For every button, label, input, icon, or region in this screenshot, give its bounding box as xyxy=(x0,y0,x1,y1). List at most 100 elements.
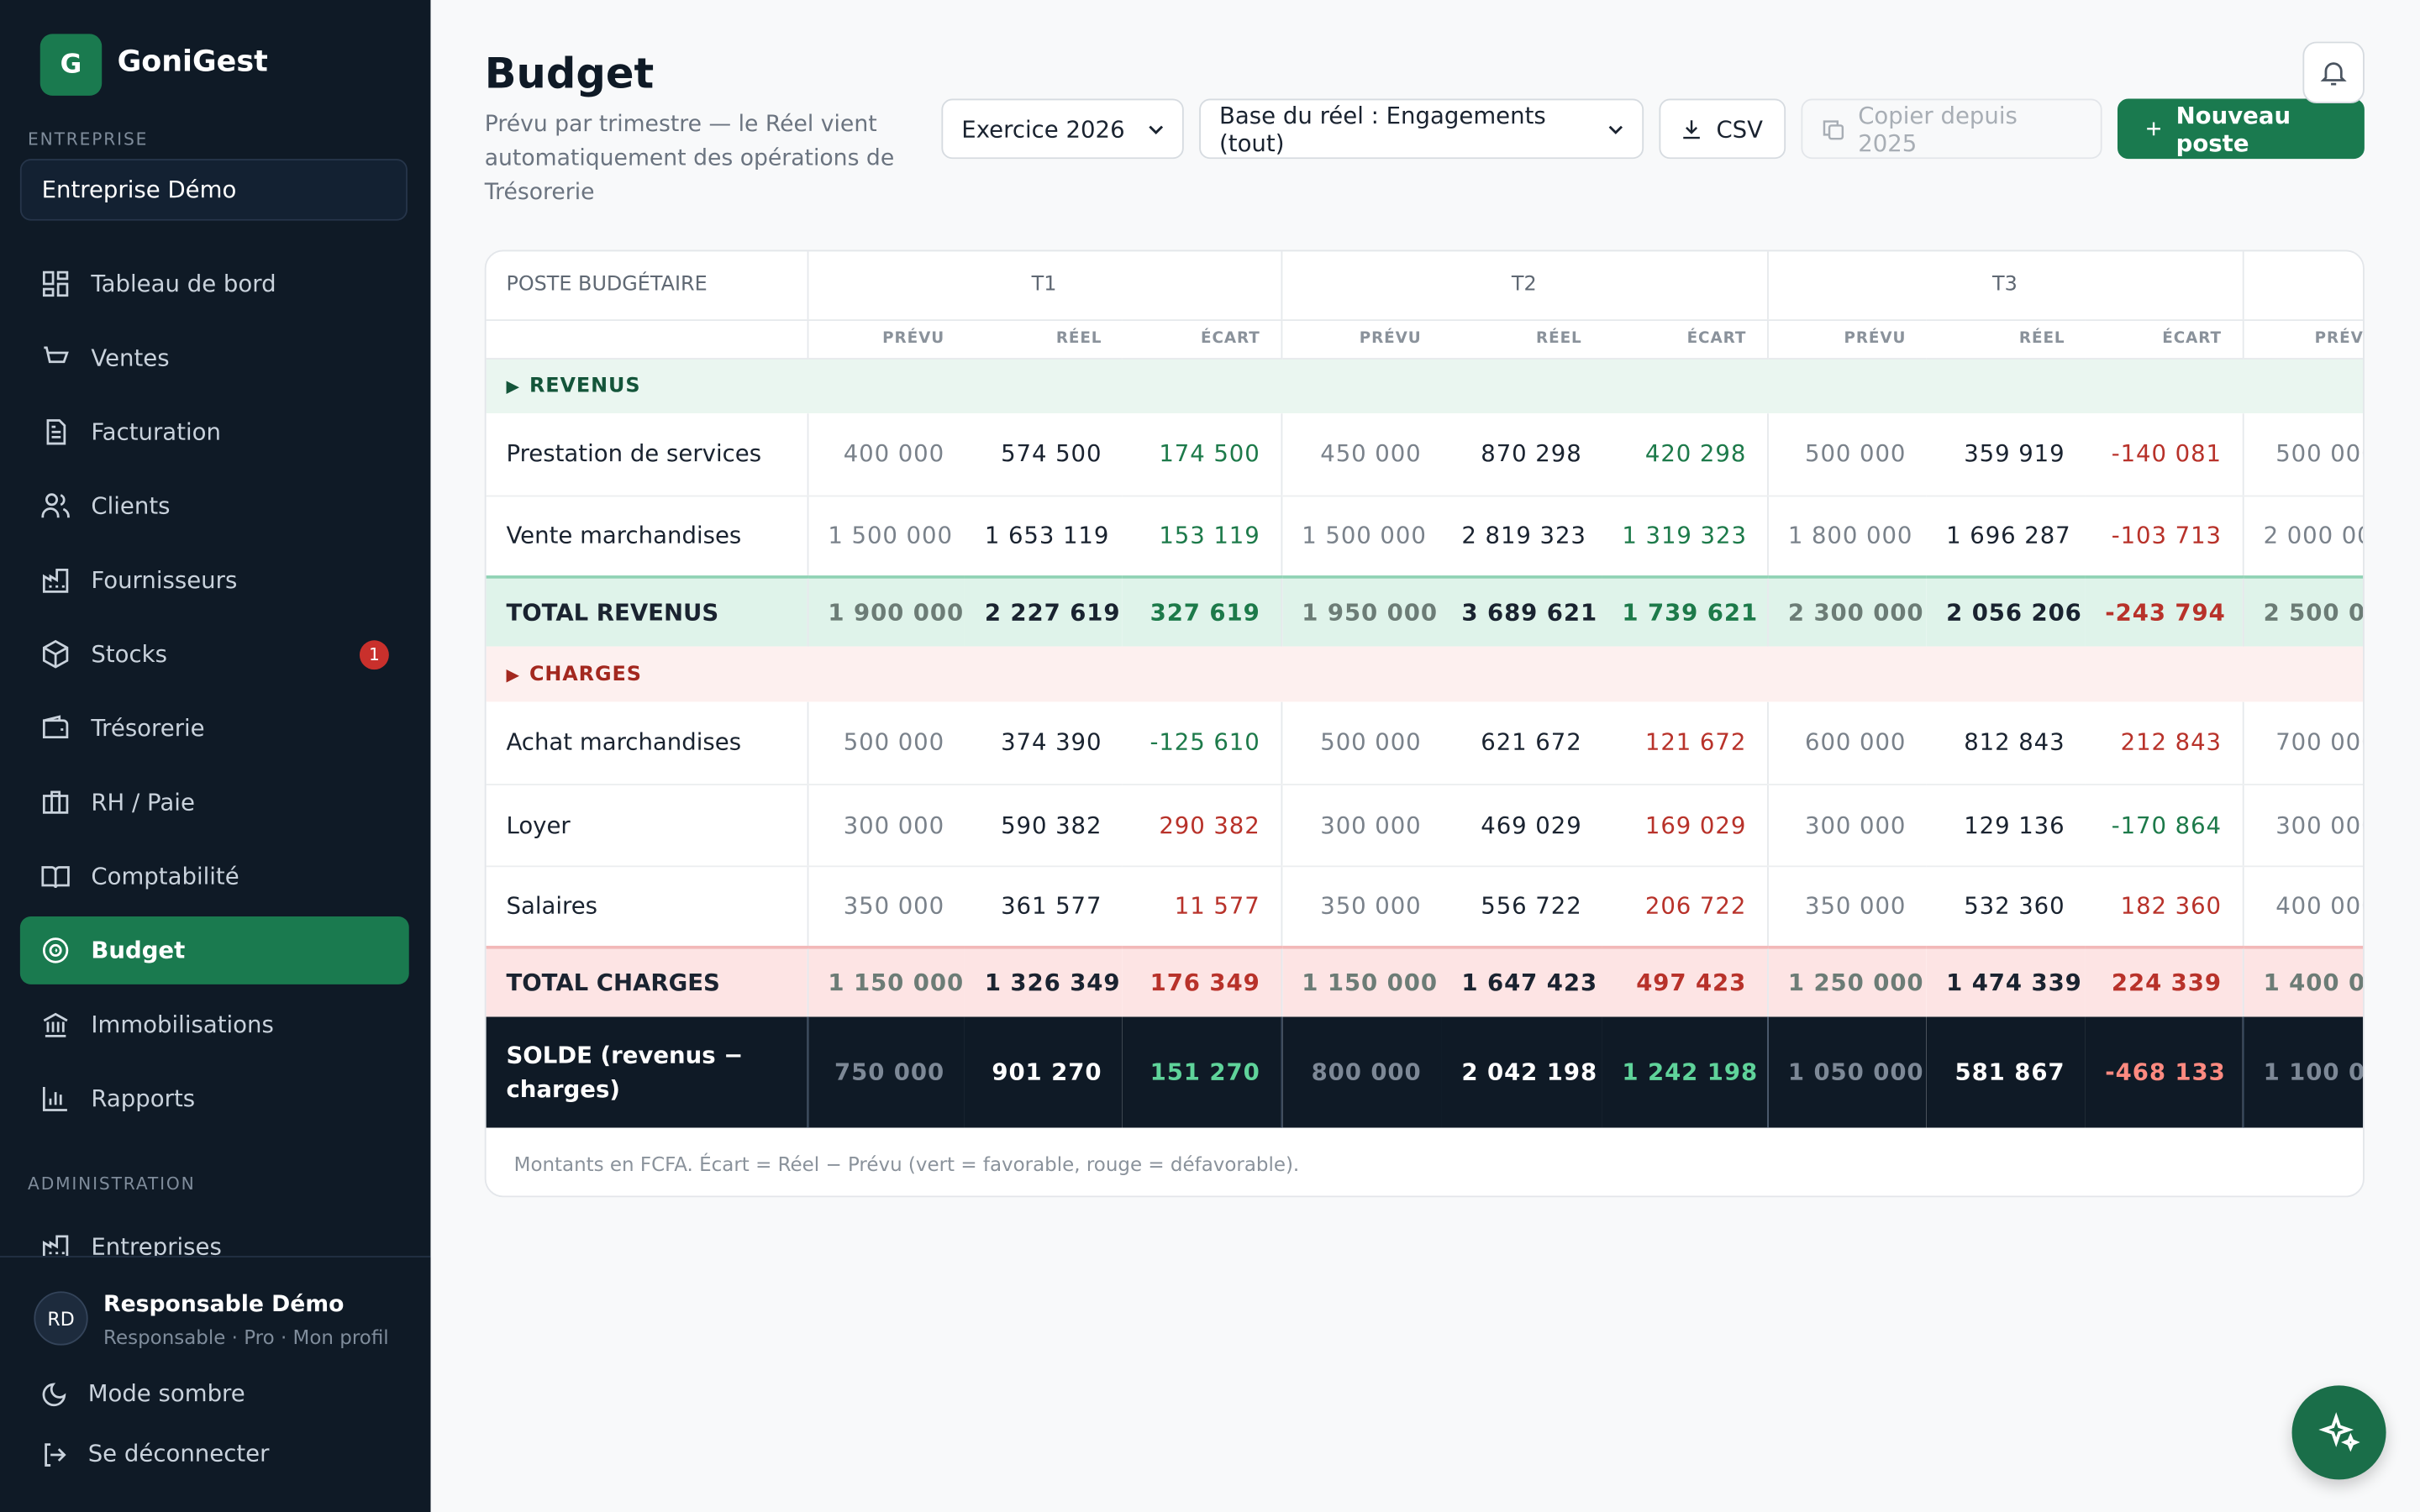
amount-cell: 469 029 xyxy=(1441,784,1602,867)
nav-item[interactable]: Trésorerie xyxy=(20,695,409,763)
csv-button[interactable]: CSV xyxy=(1659,98,1786,160)
amount-cell: 500 000 xyxy=(1280,701,1442,785)
nav-icon xyxy=(41,493,70,518)
nav-item[interactable]: Ventes xyxy=(20,324,409,392)
nav-item[interactable]: Immobilisations xyxy=(20,990,409,1058)
amount-cell: 1 319 323 xyxy=(1602,495,1768,578)
nav-label: Rapports xyxy=(91,1084,196,1113)
amount-cell: 2 000 000 xyxy=(2241,495,2364,578)
section-title[interactable]: ▶ CHARGES xyxy=(486,646,2364,702)
amount-cell: 2 227 619 xyxy=(964,575,1123,647)
user-name[interactable]: Responsable Démo xyxy=(103,1293,345,1318)
nav-icon xyxy=(42,1235,69,1260)
amount-cell: 800 000 xyxy=(1280,1016,1442,1128)
amount-cell: 1 739 621 xyxy=(1602,575,1768,647)
notifications[interactable] xyxy=(2302,41,2365,104)
nav-item[interactable]: Clients xyxy=(20,472,409,540)
nav-label: Ventes xyxy=(91,344,170,372)
sub-header: RÉEL xyxy=(1926,319,2086,360)
amount-cell: -243 794 xyxy=(2085,575,2243,647)
nav-item[interactable]: Rapports xyxy=(20,1064,409,1132)
quarter-header-row: POSTE BUDGÉTAIRE T1 T2 T3 xyxy=(486,251,2364,321)
user-meta[interactable]: Responsable · Pro · Mon profil xyxy=(103,1325,389,1349)
nav-item[interactable]: Budget xyxy=(19,916,409,984)
table-body: ▶ REVENUS Prestation de services 400 000 574… xyxy=(486,358,2364,1128)
assistant-button[interactable] xyxy=(2291,1385,2386,1480)
nav-icon xyxy=(42,715,69,739)
nav-label: Fournisseurs xyxy=(91,566,238,595)
amount-cell: 121 672 xyxy=(1602,701,1768,785)
quarter-header xyxy=(2241,251,2364,321)
quarter-header: T2 xyxy=(1280,251,1768,321)
amount-cell: 1 100 000 xyxy=(2241,1016,2364,1128)
amount-cell: 1 150 000 xyxy=(1280,945,1442,1017)
logout[interactable]: Se déconnecter xyxy=(87,1439,270,1467)
moon-icon xyxy=(42,1383,66,1407)
section-row[interactable]: ▶ CHARGES xyxy=(486,646,2364,702)
chevron xyxy=(1609,124,1623,134)
total-label: TOTAL CHARGES xyxy=(486,945,808,1017)
nav-icon xyxy=(42,639,69,669)
nav-icon xyxy=(41,866,70,889)
copy-button[interactable]: Copier depuis 2025 xyxy=(1801,98,2102,160)
amount-cell: 1 242 198 xyxy=(1602,1016,1768,1128)
row-label: Achat marchandises xyxy=(486,701,808,785)
icon-path xyxy=(42,937,69,963)
company-selector[interactable]: Entreprise Démo xyxy=(19,159,408,221)
amount-cell: 151 270 xyxy=(1122,1016,1281,1128)
new-button[interactable]: Nouveau poste xyxy=(2118,98,2365,160)
nav-item[interactable]: Comptabilité xyxy=(20,843,409,911)
icon-path xyxy=(41,866,70,889)
nav-icon xyxy=(42,1086,67,1111)
amount-cell: 3 689 621 xyxy=(1441,575,1602,647)
element xyxy=(1823,119,1839,135)
nav-item[interactable]: Facturation xyxy=(20,398,409,466)
nav-item[interactable]: Fournisseurs xyxy=(20,546,409,614)
nav-icon xyxy=(46,419,66,445)
avatar[interactable]: RD xyxy=(34,1291,88,1346)
nav-item[interactable]: Tableau de bord xyxy=(20,250,409,318)
section-title[interactable]: ▶ REVENUS xyxy=(486,358,2364,414)
amount-cell: -103 713 xyxy=(2085,495,2243,578)
budget-row[interactable]: Loyer 300 000 590 382 290 382 300 000 469 029… xyxy=(486,784,2364,867)
nav-label: Budget xyxy=(91,936,186,964)
total-label: TOTAL REVENUS xyxy=(486,575,808,647)
amount-cell: -140 081 xyxy=(2085,413,2243,496)
budget-row[interactable]: Prestation de services 400 000 574 500 174 … xyxy=(486,413,2364,496)
amount-cell: 300 000 xyxy=(2241,784,2364,867)
amount-cell: 182 360 xyxy=(2085,865,2243,948)
budget-row[interactable]: Achat marchandises 500 000 374 390 -125 610… xyxy=(486,701,2364,785)
download-icon xyxy=(1683,119,1700,139)
section-label: CHARGES xyxy=(529,662,642,686)
nav-item[interactable]: RH / Paie xyxy=(20,769,409,837)
amount-cell: 2 819 323 xyxy=(1441,495,1602,578)
amount-cell: -170 864 xyxy=(2085,784,2243,867)
section-row[interactable]: ▶ REVENUS xyxy=(486,358,2364,414)
select-text: Base du réel : Engagements (tout) xyxy=(1219,101,1546,157)
year-select[interactable]: Exercice 2026 xyxy=(941,98,1184,160)
budget-row[interactable]: Vente marchandises 1 500 000 1 653 119 153 … xyxy=(486,495,2364,578)
sub-header: RÉEL xyxy=(1441,319,1602,360)
amount-cell: 700 000 xyxy=(2241,701,2364,785)
nav-label: Clients xyxy=(91,491,171,520)
amount-cell: 350 000 xyxy=(1280,865,1442,948)
budget-row[interactable]: Salaires 350 000 361 577 11 577 350 000 556 7… xyxy=(486,865,2364,948)
icon-path xyxy=(42,1086,67,1111)
button-text: Nouveau poste xyxy=(2175,101,2291,157)
amount-cell: 327 619 xyxy=(1122,575,1281,647)
nav-label: Comptabilité xyxy=(91,862,239,890)
total-row: TOTAL REVENUS 1 900 000 2 227 619 327 619 1 … xyxy=(486,575,2364,647)
base-select[interactable]: Base du réel : Engagements (tout) xyxy=(1199,98,1644,160)
nav-item[interactable]: Stocks 1 xyxy=(20,620,409,688)
amount-cell: 359 919 xyxy=(1926,413,2086,496)
total-row: TOTAL CHARGES 1 150 000 1 326 349 176 349 1 … xyxy=(486,945,2364,1017)
amount-cell: 420 298 xyxy=(1602,413,1768,496)
amount-cell: 300 000 xyxy=(1766,784,1927,867)
amount-cell: 2 056 206 xyxy=(1926,575,2086,647)
amount-cell: 1 950 000 xyxy=(1280,575,1442,647)
amount-cell: 400 000 xyxy=(806,413,965,496)
nav-icon xyxy=(43,1012,68,1037)
balance-row: SOLDE (revenus − charges) 750 000 901 270 1… xyxy=(486,1016,2364,1128)
dark-mode[interactable]: Mode sombre xyxy=(87,1379,245,1408)
